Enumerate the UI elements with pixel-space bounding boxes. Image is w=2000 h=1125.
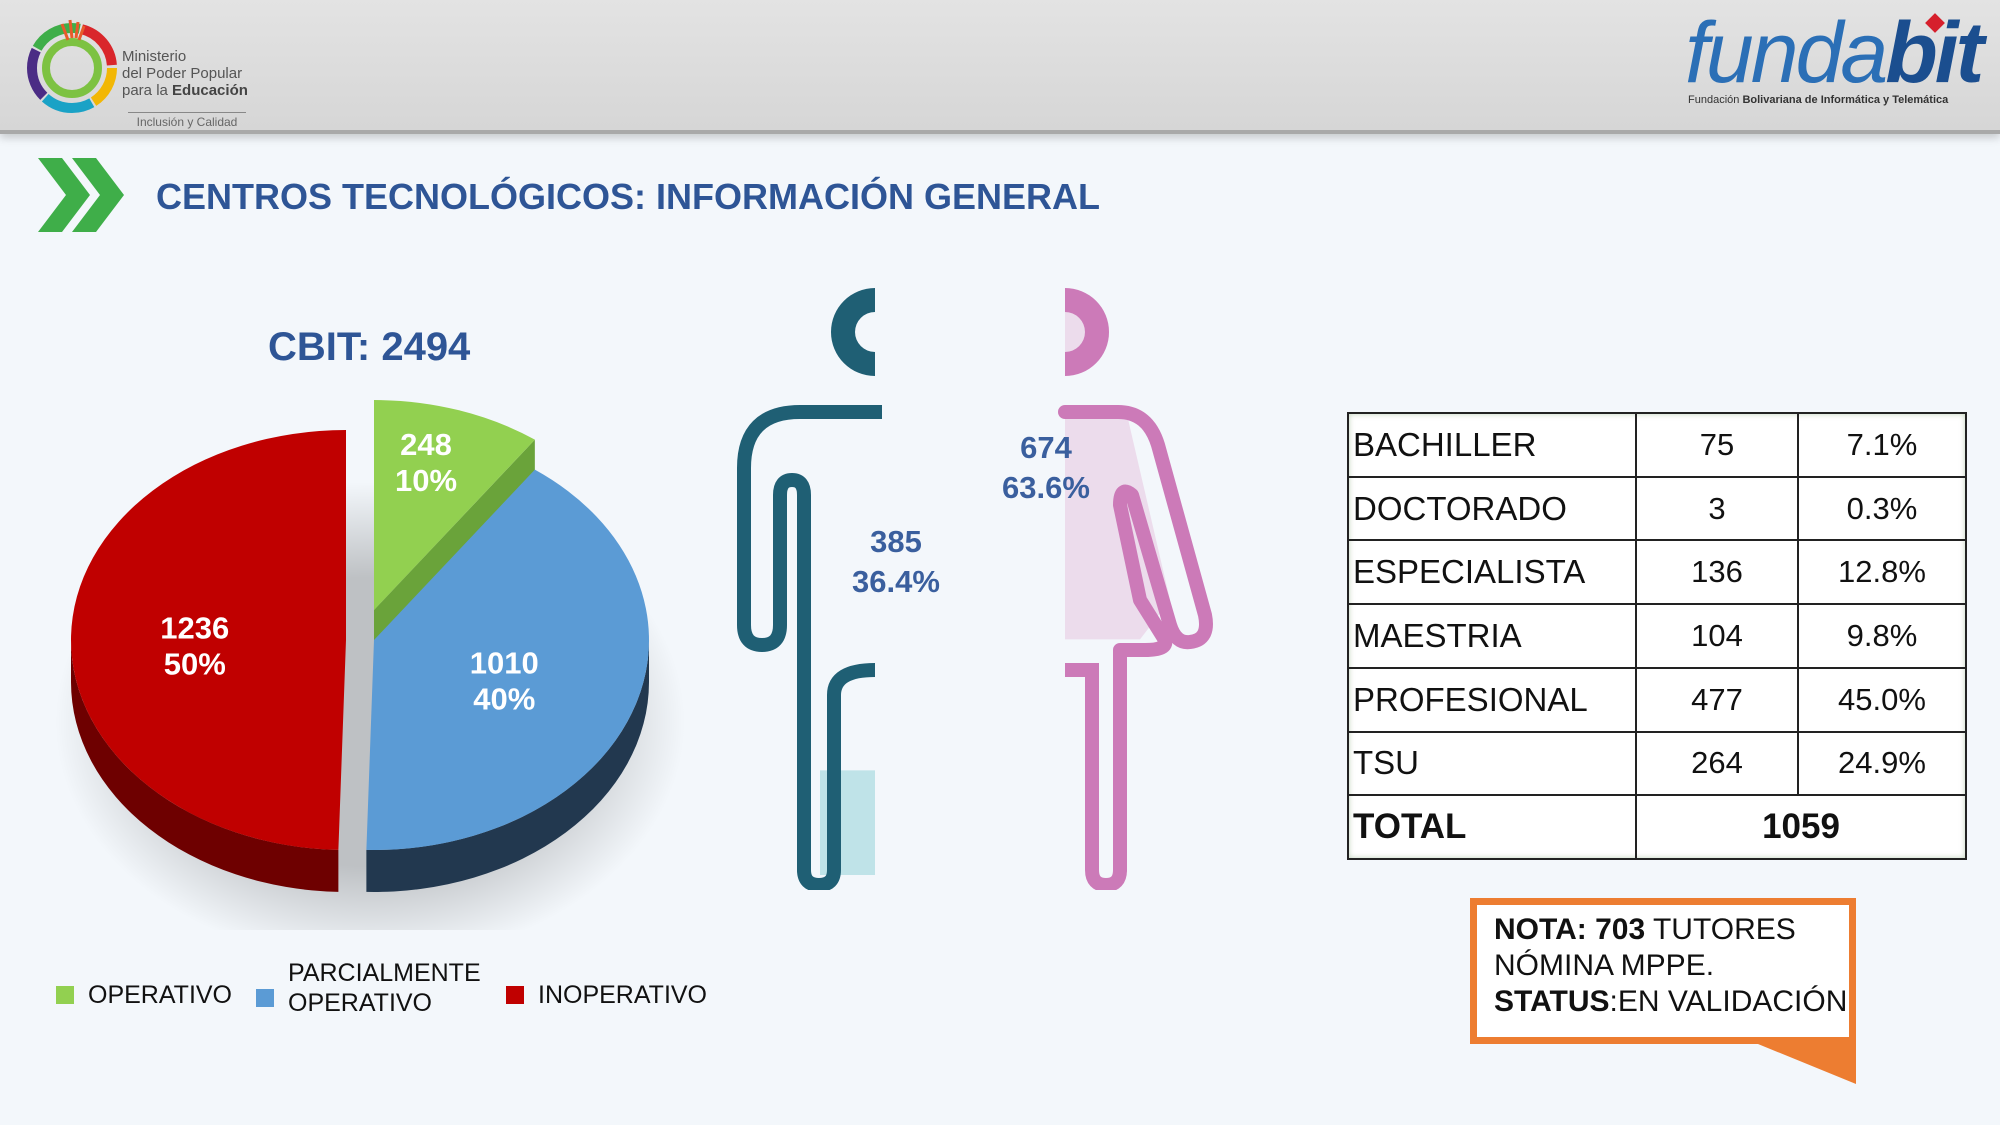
brand-sub-a: Fundación [1688, 94, 1743, 106]
note-text: NOTA: 703 TUTORES NÓMINA MPPE. STATUS:EN… [1494, 912, 1847, 1020]
fundabit-subtitle: Fundación Bolivariana de Informática y T… [1688, 94, 1948, 106]
pie-label-pct-1: 10% [395, 463, 457, 498]
row-value: 477 [1635, 666, 1799, 733]
row-value: 3 [1635, 475, 1799, 542]
page-title: CENTROS TECNOLÓGICOS: INFORMACIÓN GENERA… [156, 176, 1100, 217]
table-row: ESPECIALISTA 136 12.8% [1347, 539, 1967, 606]
table-row: DOCTORADO 3 0.3% [1347, 475, 1967, 542]
pie-slice-2 [366, 469, 649, 850]
gender-infographic [737, 288, 1213, 890]
table-row: PROFESIONAL 477 45.0% [1347, 666, 1967, 733]
pie-slice-side-3 [71, 640, 339, 892]
row-label: MAESTRIA [1347, 603, 1637, 669]
pie-chart-title: CBIT: 2494 [268, 325, 471, 369]
legend-item-parcial: PARCIALMENTE OPERATIVO [256, 959, 481, 1018]
brand-sub-b: Bolivariana de Informática y Telemática [1742, 94, 1949, 106]
row-pct: 7.1% [1797, 412, 1967, 478]
legend-swatch-parcial [256, 989, 274, 1007]
legend-label-parcial-2: OPERATIVO [288, 989, 433, 1017]
row-pct: 12.8% [1797, 539, 1967, 606]
row-pct: 45.0% [1797, 666, 1967, 733]
table-row: TSU 264 24.9% [1347, 730, 1967, 797]
legend-label-operativo: OPERATIVO [88, 981, 233, 1009]
ministry-slogan: Inclusión y Calidad [128, 112, 246, 129]
pie-slice-1 [374, 400, 535, 610]
female-count-label: 674 63.6% [986, 428, 1106, 508]
ministry-line-1: Ministerio [122, 48, 187, 65]
legend-label-inoperativo: INOPERATIVO [538, 981, 708, 1009]
male-value: 385 [870, 524, 922, 559]
pie-label-value-2: 1010 [470, 646, 539, 681]
pie-label-pct-3: 50% [164, 646, 226, 681]
ministry-line-bold: Educación [172, 82, 248, 99]
double-chevron-icon [38, 158, 124, 232]
table-row: BACHILLER 75 7.1% [1347, 412, 1967, 478]
table-total-row: TOTAL 1059 [1347, 794, 1967, 860]
row-label: TSU [1347, 730, 1637, 797]
row-value: 104 [1635, 603, 1799, 669]
legend-label-parcial-1: PARCIALMENTE [288, 959, 481, 987]
pie-slice-3 [70, 430, 346, 850]
row-label: BACHILLER [1347, 412, 1637, 478]
row-pct: 0.3% [1797, 475, 1967, 542]
male-count-label: 385 36.4% [836, 522, 956, 602]
brand-part-a: funda [1685, 5, 1888, 101]
row-value: 264 [1635, 730, 1799, 797]
note-value: 703 [1595, 913, 1646, 946]
table-row: MAESTRIA 104 9.8% [1347, 603, 1967, 669]
row-label: DOCTORADO [1347, 475, 1637, 542]
row-value: 136 [1635, 539, 1799, 606]
total-value: 1059 [1635, 794, 1967, 860]
education-table: BACHILLER 75 7.1% DOCTORADO 3 0.3% ESPECIALIST… [1347, 412, 1967, 860]
male-figure-icon [737, 288, 882, 890]
note-label: NOTA: [1494, 913, 1587, 946]
note-callout [1470, 898, 1856, 1084]
ministry-logo-icon [27, 19, 117, 113]
status-value: :EN VALIDACIÓN [1609, 985, 1848, 1018]
female-pct: 63.6% [1002, 470, 1090, 505]
male-pct: 36.4% [852, 564, 940, 599]
female-value: 674 [1020, 430, 1072, 465]
row-pct: 24.9% [1797, 730, 1967, 797]
total-label: TOTAL [1347, 794, 1637, 860]
note-line-2: NÓMINA MPPE. [1494, 949, 1715, 982]
pie-label-pct-2: 40% [473, 682, 535, 717]
ministry-line-2: del Poder Popular [122, 65, 243, 82]
header-bar: Ministerio del Poder Popular para la Edu… [0, 0, 2000, 134]
legend-item-inoperativo: INOPERATIVO [506, 980, 707, 1010]
status-label: STATUS [1494, 985, 1610, 1018]
pie-label-value-3: 1236 [160, 610, 229, 645]
legend-item-operativo: OPERATIVO [56, 980, 232, 1010]
row-pct: 9.8% [1797, 603, 1967, 669]
legend-swatch-inoperativo [506, 986, 524, 1004]
pie-slice-side-2 [366, 640, 649, 892]
female-figure-icon [1058, 288, 1213, 890]
row-value: 75 [1635, 412, 1799, 478]
row-label: ESPECIALISTA [1347, 539, 1637, 606]
ministry-name: Ministerio del Poder Popular para la Edu… [122, 48, 248, 99]
legend-swatch-operativo [56, 986, 74, 1004]
note-rest: TUTORES [1645, 913, 1796, 946]
pie-label-value-1: 248 [400, 427, 452, 462]
ministry-line-3: para la [122, 82, 168, 99]
row-label: PROFESIONAL [1347, 666, 1637, 733]
